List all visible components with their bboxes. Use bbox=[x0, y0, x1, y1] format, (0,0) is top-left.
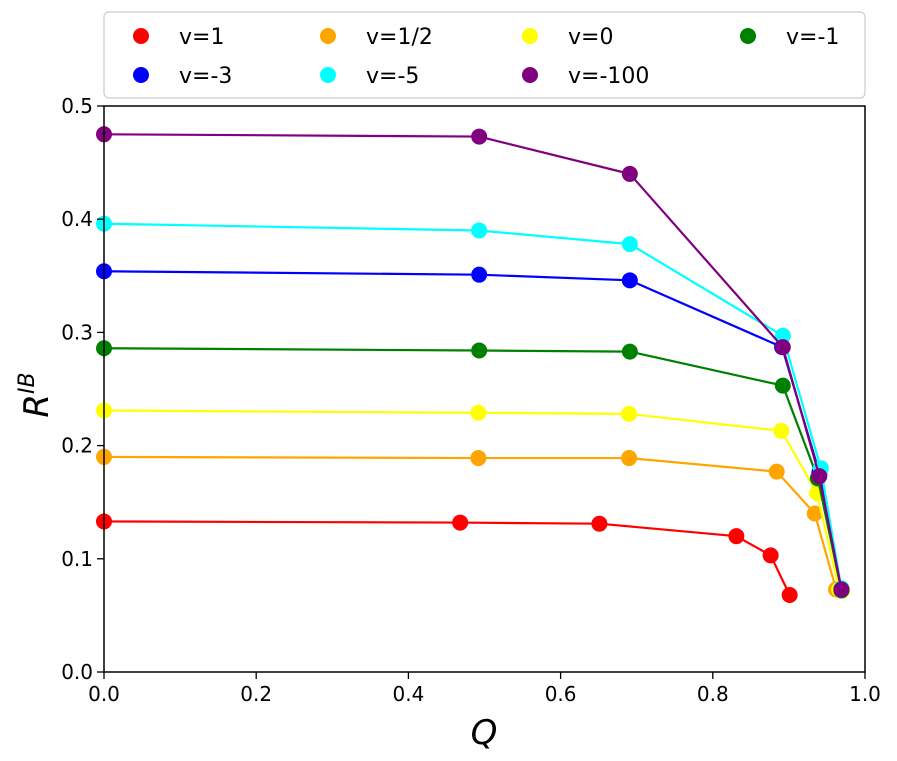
data-point bbox=[471, 222, 488, 239]
legend: v=1 v=1/2 v=0 v=-1 v=-3 v=-5 v=-100 bbox=[103, 11, 866, 99]
legend-marker bbox=[133, 28, 149, 44]
data-point bbox=[470, 450, 487, 467]
data-point bbox=[811, 468, 828, 485]
y-axis-title: RIB bbox=[15, 372, 57, 417]
data-point bbox=[621, 450, 638, 467]
series-v=-1 bbox=[96, 340, 850, 599]
x-tick-label: 0.8 bbox=[697, 682, 729, 706]
data-point bbox=[774, 377, 791, 394]
data-point bbox=[728, 528, 745, 545]
legend-label: v=-100 bbox=[568, 64, 649, 89]
series-v=-100 bbox=[96, 126, 850, 598]
y-axis-title-superscript: IB bbox=[15, 372, 40, 394]
x-tick-label: 0.2 bbox=[240, 682, 272, 706]
legend-label: v=1 bbox=[179, 25, 224, 50]
x-tick-label: 0.4 bbox=[392, 682, 424, 706]
series-v=0 bbox=[96, 402, 851, 599]
data-point bbox=[471, 342, 488, 359]
x-tick-label: 1.0 bbox=[849, 682, 881, 706]
y-tick-label: 0.5 bbox=[61, 94, 93, 118]
data-point bbox=[470, 404, 487, 421]
series-line bbox=[103, 520, 791, 596]
data-point bbox=[806, 505, 823, 522]
data-point bbox=[762, 547, 779, 564]
data-point bbox=[621, 405, 638, 422]
legend-label: v=-1 bbox=[786, 25, 839, 50]
x-tick-label: 0.0 bbox=[88, 682, 120, 706]
plot-frame bbox=[103, 105, 866, 673]
data-point bbox=[621, 272, 638, 289]
series-line bbox=[103, 347, 843, 591]
y-tick-label: 0.0 bbox=[61, 660, 93, 684]
data-point bbox=[471, 266, 488, 283]
y-tick-label: 0.4 bbox=[61, 207, 93, 231]
legend-marker bbox=[522, 67, 538, 83]
series-v=1 bbox=[96, 513, 798, 604]
data-point bbox=[774, 339, 791, 356]
data-point bbox=[768, 463, 785, 480]
series-layer bbox=[96, 126, 851, 604]
legend-marker bbox=[133, 67, 149, 83]
data-point bbox=[591, 515, 608, 532]
y-axis-title-base: R bbox=[17, 394, 57, 418]
y-tick-label: 0.2 bbox=[61, 434, 93, 458]
legend-label: v=1/2 bbox=[366, 25, 433, 50]
axes-layer: 0.0 0.2 0.4 0.6 0.8 1.0 0.0 0.1 0.2 0.3 0.4 0.5 bbox=[61, 94, 881, 706]
data-point bbox=[621, 236, 638, 253]
series-line bbox=[103, 409, 843, 592]
legend-label: v=0 bbox=[568, 25, 613, 50]
legend-label: v=-5 bbox=[366, 64, 419, 89]
series-line bbox=[103, 222, 843, 589]
legend-box bbox=[103, 11, 866, 99]
data-point bbox=[452, 514, 469, 531]
data-point bbox=[621, 343, 638, 360]
x-tick-label: 0.6 bbox=[545, 682, 577, 706]
data-point bbox=[774, 327, 791, 344]
legend-marker bbox=[740, 28, 756, 44]
data-point bbox=[621, 165, 638, 182]
data-point bbox=[471, 128, 488, 145]
series-line bbox=[103, 133, 843, 590]
series-v=-3 bbox=[96, 263, 850, 598]
y-tick-label: 0.3 bbox=[61, 320, 93, 344]
y-tick-label: 0.1 bbox=[61, 547, 93, 571]
data-point bbox=[833, 581, 850, 598]
data-point bbox=[781, 587, 798, 604]
data-point bbox=[773, 422, 790, 439]
legend-marker bbox=[320, 67, 336, 83]
x-axis-title: Q bbox=[471, 713, 498, 753]
legend-label: v=-3 bbox=[179, 64, 232, 89]
legend-marker bbox=[522, 28, 538, 44]
legend-marker bbox=[320, 28, 336, 44]
